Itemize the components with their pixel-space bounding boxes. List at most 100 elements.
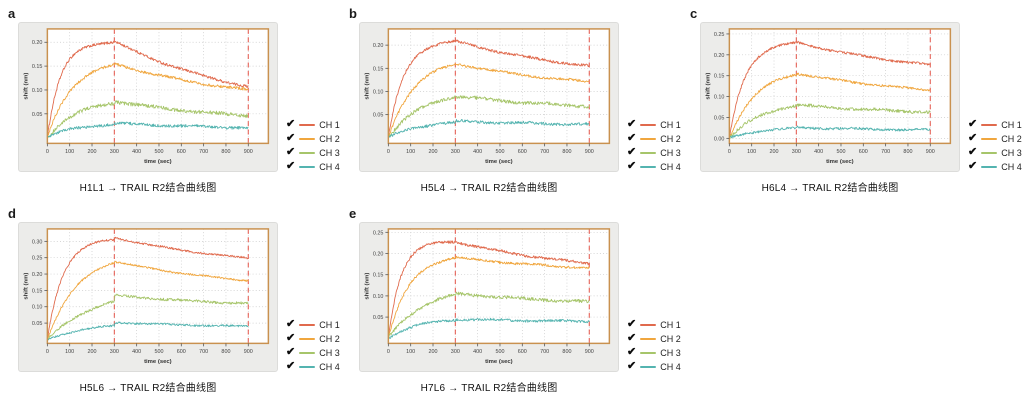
svg-text:0: 0: [387, 149, 390, 155]
legend-item-ch4[interactable]: ✔ CH 4: [968, 161, 1022, 172]
checkmark-icon[interactable]: ✔: [286, 332, 296, 344]
checkmark-icon[interactable]: ✔: [286, 132, 296, 144]
channel-legend: ✔ CH 1 ✔ CH 2 ✔ CH 3 ✔ CH 4: [627, 119, 681, 174]
checkmark-icon[interactable]: ✔: [286, 346, 296, 358]
svg-text:200: 200: [87, 349, 96, 355]
ch1-line-swatch: [640, 323, 657, 326]
legend-label: CH 3: [660, 147, 681, 158]
legend-label: CH 4: [319, 361, 340, 372]
binding-curve-chart-h1l1: 0 100 200 300 400 500 600 700 800 900 0.05 0.10 0.15…: [24, 28, 270, 165]
ch1-line-swatch: [299, 123, 316, 126]
svg-text:800: 800: [562, 149, 571, 155]
ch3-line-swatch: [640, 351, 657, 354]
checkmark-icon[interactable]: ✔: [627, 118, 637, 130]
checkmark-icon[interactable]: ✔: [627, 332, 637, 344]
ch1-line-swatch: [299, 323, 316, 326]
svg-text:time (sec): time (sec): [485, 159, 513, 165]
checkmark-icon[interactable]: ✔: [286, 318, 296, 330]
legend-item-ch1[interactable]: ✔ CH 1: [968, 119, 1022, 130]
legend-item-ch1[interactable]: ✔ CH 1: [286, 319, 340, 330]
ch4-line-swatch: [640, 365, 657, 368]
svg-text:0.05: 0.05: [714, 115, 725, 121]
checkmark-icon[interactable]: ✔: [286, 160, 296, 172]
channel-legend: ✔ CH 1 ✔ CH 2 ✔ CH 3 ✔ CH 4: [968, 119, 1022, 174]
checkmark-icon[interactable]: ✔: [627, 132, 637, 144]
legend-item-ch2[interactable]: ✔ CH 2: [968, 133, 1022, 144]
svg-text:300: 300: [451, 349, 460, 355]
svg-text:0.05: 0.05: [32, 321, 43, 327]
svg-text:600: 600: [177, 149, 186, 155]
checkmark-icon[interactable]: ✔: [968, 132, 978, 144]
svg-text:0.00: 0.00: [714, 136, 725, 142]
legend-item-ch2[interactable]: ✔ CH 2: [286, 133, 340, 144]
checkmark-icon[interactable]: ✔: [968, 146, 978, 158]
legend-item-ch2[interactable]: ✔ CH 2: [627, 333, 681, 344]
legend-label: CH 2: [319, 133, 340, 144]
binding-curve-chart-h5l4: 0 100 200 300 400 500 600 700 800 900 0.05 0.10 0.15…: [365, 28, 611, 165]
figure-panel-d: d 0 100 200 300 400 500 600 700 800 900 0.05 0.10 0.…: [0, 200, 341, 402]
legend-item-ch4[interactable]: ✔ CH 4: [627, 361, 681, 372]
legend-item-ch3[interactable]: ✔ CH 3: [627, 347, 681, 358]
checkmark-icon[interactable]: ✔: [627, 318, 637, 330]
checkmark-icon[interactable]: ✔: [286, 360, 296, 372]
svg-text:600: 600: [177, 349, 186, 355]
checkmark-icon[interactable]: ✔: [627, 160, 637, 172]
legend-label: CH 3: [319, 147, 340, 158]
figure-panel-a: a 0 100 200 300 400 500 600 700 800 900 0.05 0.10 0.…: [0, 0, 341, 200]
checkmark-icon[interactable]: ✔: [627, 360, 637, 372]
panel-caption-h5l4: H5L4 → TRAIL R2结合曲线图: [420, 183, 558, 194]
legend-item-ch4[interactable]: ✔ CH 4: [286, 361, 340, 372]
svg-text:shift (nm): shift (nm): [365, 273, 371, 300]
svg-text:100: 100: [747, 149, 756, 155]
binding-curve-chart-h6l4: 0 100 200 300 400 500 600 700 800 900 0.00 0.05 0.10…: [706, 28, 952, 165]
checkmark-icon[interactable]: ✔: [286, 146, 296, 158]
legend-label: CH 2: [1001, 133, 1022, 144]
legend-label: CH 1: [660, 319, 681, 330]
legend-item-ch3[interactable]: ✔ CH 3: [968, 147, 1022, 158]
svg-text:500: 500: [495, 149, 504, 155]
legend-item-ch3[interactable]: ✔ CH 3: [286, 347, 340, 358]
legend-item-ch4[interactable]: ✔ CH 4: [627, 161, 681, 172]
channel-legend: ✔ CH 1 ✔ CH 2 ✔ CH 3 ✔ CH 4: [286, 319, 340, 374]
svg-text:0.15: 0.15: [373, 273, 384, 279]
svg-text:800: 800: [903, 149, 912, 155]
panel-letter-a: a: [8, 6, 16, 21]
checkmark-icon[interactable]: ✔: [627, 346, 637, 358]
chart-container-h5l6: 0 100 200 300 400 500 600 700 800 900 0.05 0.10 0.15…: [18, 222, 278, 372]
checkmark-icon[interactable]: ✔: [968, 160, 978, 172]
ch4-line-swatch: [299, 165, 316, 168]
svg-text:500: 500: [836, 149, 845, 155]
checkmark-icon[interactable]: ✔: [968, 118, 978, 130]
legend-item-ch2[interactable]: ✔ CH 2: [627, 133, 681, 144]
svg-text:0.10: 0.10: [714, 95, 725, 101]
svg-text:700: 700: [540, 149, 549, 155]
svg-text:0: 0: [46, 149, 49, 155]
legend-item-ch3[interactable]: ✔ CH 3: [627, 147, 681, 158]
binding-curve-chart-h7l6: 0 100 200 300 400 500 600 700 800 900 0.05 0.10 0.15…: [365, 228, 611, 365]
ch2-line-swatch: [640, 137, 657, 140]
checkmark-icon[interactable]: ✔: [286, 118, 296, 130]
svg-text:0.05: 0.05: [373, 113, 384, 119]
svg-text:800: 800: [562, 349, 571, 355]
ch4-line-swatch: [981, 165, 998, 168]
ch1-line-swatch: [981, 123, 998, 126]
legend-item-ch3[interactable]: ✔ CH 3: [286, 147, 340, 158]
legend-item-ch2[interactable]: ✔ CH 2: [286, 333, 340, 344]
svg-text:0: 0: [387, 349, 390, 355]
legend-item-ch1[interactable]: ✔ CH 1: [627, 119, 681, 130]
svg-text:400: 400: [473, 349, 482, 355]
legend-item-ch4[interactable]: ✔ CH 4: [286, 161, 340, 172]
ch2-line-swatch: [640, 337, 657, 340]
ch2-line-swatch: [299, 337, 316, 340]
legend-label: CH 1: [319, 119, 340, 130]
svg-text:0.20: 0.20: [373, 43, 384, 49]
legend-item-ch1[interactable]: ✔ CH 1: [627, 319, 681, 330]
svg-text:0: 0: [46, 349, 49, 355]
legend-label: CH 1: [319, 319, 340, 330]
svg-text:0.05: 0.05: [32, 112, 43, 118]
svg-text:100: 100: [65, 349, 74, 355]
legend-item-ch1[interactable]: ✔ CH 1: [286, 119, 340, 130]
checkmark-icon[interactable]: ✔: [627, 146, 637, 158]
legend-label: CH 3: [660, 347, 681, 358]
legend-label: CH 2: [660, 133, 681, 144]
